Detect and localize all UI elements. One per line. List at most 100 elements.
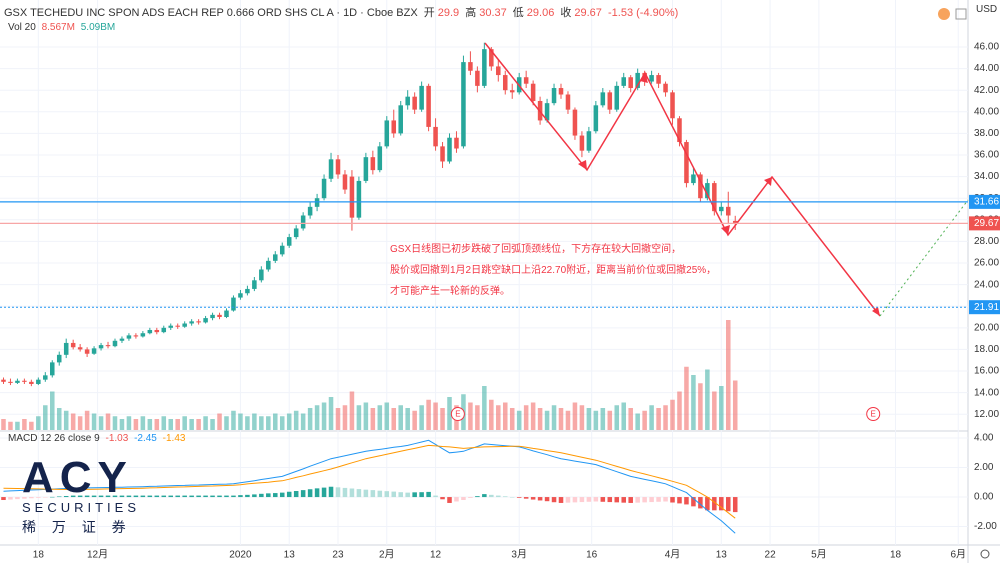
- candle-body: [502, 75, 508, 91]
- macd-histogram-bar: [224, 495, 229, 498]
- candle-body: [210, 314, 215, 319]
- macd-value: -2.45: [134, 433, 157, 444]
- volume-bar: [384, 402, 390, 430]
- macd-histogram-bar: [273, 493, 278, 498]
- volume-bar: [712, 391, 717, 430]
- macd-histogram-bar: [98, 495, 104, 498]
- candle-body: [433, 126, 438, 147]
- macd-histogram-bar: [663, 497, 668, 502]
- volume-bar: [370, 408, 376, 430]
- candle-body: [161, 327, 167, 333]
- macd-histogram-bar: [558, 497, 564, 503]
- macd-histogram-bar: [705, 497, 710, 511]
- macd-histogram-bar: [22, 497, 27, 499]
- volume-bar: [377, 405, 383, 430]
- volume-bar: [614, 405, 620, 430]
- volume-bar: [56, 408, 62, 430]
- y-tick-label: 2.00: [974, 462, 994, 473]
- volume-bar: [252, 413, 257, 430]
- macd-histogram-bar: [384, 491, 390, 498]
- macd-histogram-bar: [412, 492, 417, 498]
- menu-icon[interactable]: [955, 8, 967, 20]
- macd-histogram-bar: [259, 493, 264, 498]
- macd-histogram-bar: [516, 497, 522, 498]
- macd-histogram-bar: [461, 497, 466, 501]
- alert-icon[interactable]: [938, 8, 950, 20]
- macd-histogram-bar: [43, 497, 48, 498]
- volume-bar: [719, 386, 724, 430]
- macd-histogram-bar: [363, 489, 369, 498]
- candle-body: [154, 329, 160, 333]
- macd-histogram-bar: [656, 497, 661, 502]
- volume-bar: [496, 405, 501, 430]
- volume-bar: [196, 419, 201, 430]
- logo-sub: SECURITIES: [22, 500, 141, 515]
- candle-body: [342, 174, 348, 190]
- candle-body: [579, 135, 585, 151]
- macd-histogram-bar: [105, 495, 111, 498]
- volume-bar: [551, 405, 557, 430]
- volume-bar: [433, 402, 438, 430]
- macd-histogram-bar: [168, 495, 174, 498]
- macd-histogram-bar: [377, 490, 383, 498]
- earnings-label: E: [871, 410, 876, 419]
- macd-line: [3, 444, 736, 519]
- macd-histogram-bar: [440, 497, 445, 500]
- macd-title: MACD 12 26 close 9: [8, 433, 100, 444]
- candle-body: [29, 381, 34, 384]
- volume-bar: [342, 405, 348, 430]
- volume-bar: [447, 397, 452, 430]
- volume-bar: [537, 408, 543, 430]
- volume-bar: [698, 383, 703, 430]
- candle-body: [189, 321, 194, 324]
- macd-histogram-bar: [607, 497, 613, 503]
- candle-body: [384, 120, 390, 147]
- volume-bar: [523, 405, 529, 430]
- annotation-line: GSX日线图已初步跌破了回弧顶颈线位，下方存在较大回撤空间，: [390, 244, 682, 255]
- currency: USD: [976, 4, 998, 15]
- candle-body: [523, 77, 529, 84]
- volume-bar: [133, 419, 139, 430]
- candle-body: [335, 159, 341, 175]
- candle-body: [635, 72, 640, 89]
- candle-body: [43, 375, 48, 380]
- volume-bar: [112, 416, 118, 430]
- volume-bar: [558, 408, 564, 430]
- volume-bar: [36, 416, 41, 430]
- candle-body: [621, 77, 626, 86]
- macd-histogram-bar: [572, 497, 578, 503]
- macd-histogram-bar: [175, 495, 180, 498]
- candle-body: [279, 245, 285, 255]
- candle-body: [558, 88, 564, 95]
- candle-body: [56, 354, 62, 363]
- macd-histogram-bar: [210, 495, 215, 498]
- volume-bar: [705, 369, 710, 430]
- macd-histogram-bar: [84, 495, 90, 498]
- x-tick-label: 23: [332, 550, 344, 561]
- settings-icon[interactable]: [980, 549, 990, 559]
- price-level-tag: [969, 216, 1000, 231]
- candle-body: [712, 183, 717, 212]
- volume-bar: [29, 421, 34, 430]
- macd-histogram-bar: [426, 491, 431, 498]
- candle-body: [440, 146, 445, 162]
- macd-histogram-bar: [119, 495, 125, 498]
- x-tick-label: 13: [284, 550, 296, 561]
- candle-body: [286, 237, 292, 246]
- candle-body: [391, 120, 397, 134]
- macd-histogram-bar: [635, 497, 640, 503]
- ohlc-value: 29.06: [526, 7, 555, 19]
- macd-histogram-bar: [238, 495, 243, 498]
- arrow-head: [640, 73, 648, 83]
- macd-histogram-bar: [621, 497, 626, 503]
- x-tick-label: 4月: [665, 549, 681, 561]
- volume-bar: [314, 405, 320, 430]
- candle-body: [482, 49, 487, 86]
- y-tick-label: 24.00: [974, 279, 999, 290]
- candle-body: [656, 75, 661, 84]
- candle-body: [726, 206, 731, 216]
- volume-bar: [238, 413, 243, 430]
- macd-histogram-bar: [140, 495, 146, 498]
- volume-bar: [321, 402, 327, 430]
- macd-legend: MACD 12 26 close 9 -1.03 -2.45 -1.43: [8, 433, 188, 444]
